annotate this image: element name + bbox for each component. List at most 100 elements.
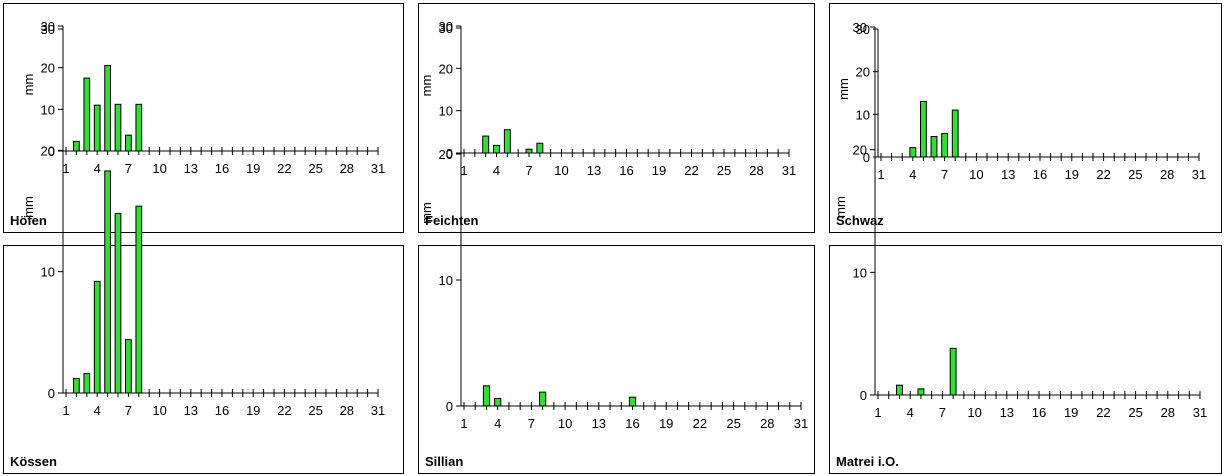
chart-panel-hoefen: 0 10 20 30 mm 1 4 7 10 13 16 19 22 25 28 31 Höfen <box>3 3 404 233</box>
y-tick-label: 20 <box>856 65 870 80</box>
y-axis-label: mm <box>419 202 434 224</box>
x-tick-label: 31 <box>371 403 385 418</box>
x-tick-label: 1 <box>62 403 69 418</box>
y-axis-label: mm <box>836 78 851 100</box>
x-tick-label: 13 <box>1001 167 1015 182</box>
x-tick-label: 19 <box>652 163 666 178</box>
bar <box>73 377 80 394</box>
x-tick-label: 7 <box>125 403 132 418</box>
bar <box>919 101 927 158</box>
y-tick-label: 30 <box>41 19 55 34</box>
x-tick-label: 19 <box>246 403 260 418</box>
x-tick-label: 1 <box>874 405 881 420</box>
y-axis-label: mm <box>21 196 36 218</box>
station-name: Kössen <box>10 454 57 469</box>
x-tick-label: 19 <box>246 161 260 176</box>
x-tick-label: 28 <box>340 161 354 176</box>
x-tick-label: 19 <box>1065 167 1079 182</box>
bar <box>83 77 91 152</box>
bar <box>628 396 637 407</box>
x-tick-label: 10 <box>558 416 572 431</box>
x-tick-label: 7 <box>528 416 535 431</box>
bar <box>493 144 500 154</box>
station-name: Höfen <box>10 213 47 228</box>
station-name: Sillian <box>425 454 464 469</box>
station-name: Matrei i.O. <box>836 454 899 469</box>
y-tick-label: 0 <box>48 144 55 159</box>
bar <box>503 129 511 154</box>
bar <box>909 147 917 158</box>
y-tick-label: 20 <box>41 143 55 158</box>
x-tick-label: 10 <box>969 167 983 182</box>
bar <box>539 391 547 407</box>
x-tick-label: 25 <box>308 161 322 176</box>
x-tick-label: 22 <box>1096 167 1110 182</box>
x-tick-label: 7 <box>941 167 948 182</box>
x-tick-label: 1 <box>460 416 467 431</box>
x-tick-label: 13 <box>184 403 198 418</box>
y-tick-label: 30 <box>439 19 453 34</box>
x-tick-label: 25 <box>1128 167 1142 182</box>
chart-panel-koessen: 0 10 20 30 mm 1 4 7 10 13 16 19 22 25 28 31 Kössen <box>3 22 404 474</box>
x-tick-label: 13 <box>587 163 601 178</box>
y-tick-label: 0 <box>446 146 453 161</box>
y-tick-label: 30 <box>439 21 453 36</box>
y-axis-label: mm <box>21 74 36 96</box>
x-tick-label: 31 <box>794 416 808 431</box>
bar <box>104 65 111 152</box>
x-tick-label: 10 <box>152 403 166 418</box>
chart-panel-sillian: 0 10 20 30 mm 1 4 7 10 13 16 19 22 25 28 31 Sillian <box>418 21 815 474</box>
x-tick-label: 4 <box>909 167 916 182</box>
x-tick-label: 31 <box>1193 405 1207 420</box>
bar <box>125 339 132 394</box>
x-tick-label: 4 <box>94 403 101 418</box>
y-tick-label: 0 <box>863 150 870 165</box>
x-tick-label: 22 <box>684 163 698 178</box>
bar <box>536 142 544 154</box>
y-tick-label: 30 <box>853 20 867 35</box>
x-tick-label: 28 <box>1160 167 1174 182</box>
x-tick-label: 1 <box>877 167 884 182</box>
bar <box>896 384 903 396</box>
x-tick-label: 13 <box>1000 405 1014 420</box>
bar <box>83 373 91 394</box>
y-tick-label: 0 <box>48 386 55 401</box>
bar <box>494 397 502 407</box>
bar <box>114 212 122 394</box>
y-tick-label: 10 <box>439 273 453 288</box>
x-tick-label: 16 <box>619 163 633 178</box>
x-tick-label: 13 <box>184 161 198 176</box>
chart-panel-matrei: 0 10 20 30 mm 1 4 7 10 13 16 19 22 25 28 31 Matrei i.O. <box>829 20 1222 474</box>
bar <box>951 109 959 158</box>
y-tick-label: 20 <box>439 147 453 162</box>
x-tick-label: 22 <box>277 403 291 418</box>
bar <box>93 280 101 394</box>
x-tick-label: 16 <box>1032 405 1046 420</box>
chart-panel-schwaz: 0 10 20 30 mm 1 4 7 10 13 16 19 22 25 28 31 Schwaz <box>829 3 1222 233</box>
x-tick-label: 25 <box>1128 405 1142 420</box>
x-tick-label: 22 <box>1096 405 1110 420</box>
y-tick-label: 10 <box>853 265 867 280</box>
x-tick-label: 16 <box>215 161 229 176</box>
x-tick-label: 22 <box>277 161 291 176</box>
y-tick-label: 0 <box>446 399 453 414</box>
x-tick-label: 13 <box>592 416 606 431</box>
y-tick-label: 10 <box>41 102 55 117</box>
x-tick-label: 28 <box>1161 405 1175 420</box>
y-tick-label: 0 <box>860 388 867 403</box>
bar <box>930 136 938 158</box>
x-tick-label: 31 <box>371 161 385 176</box>
y-tick-label: 10 <box>856 107 870 122</box>
chart-svg: 0 10 20 30 mm 1 4 7 10 13 16 19 22 25 28 31 <box>21 22 385 418</box>
bar <box>104 170 111 394</box>
bar <box>482 385 491 407</box>
x-tick-label: 28 <box>749 163 763 178</box>
station-name: Schwaz <box>836 213 884 228</box>
y-tick-label: 30 <box>41 22 55 37</box>
x-tick-label: 7 <box>125 161 132 176</box>
chart-panel-feichten: 0 10 20 30 mm 1 4 7 10 13 16 19 22 25 28 31 Feichten <box>418 3 815 233</box>
x-tick-label: 31 <box>782 163 796 178</box>
